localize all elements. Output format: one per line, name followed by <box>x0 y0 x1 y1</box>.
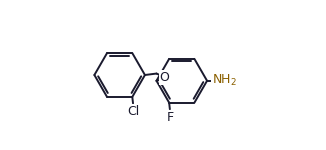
Text: O: O <box>159 71 170 84</box>
Text: Cl: Cl <box>127 105 139 118</box>
Text: F: F <box>166 111 173 124</box>
Text: NH$_2$: NH$_2$ <box>212 73 237 88</box>
